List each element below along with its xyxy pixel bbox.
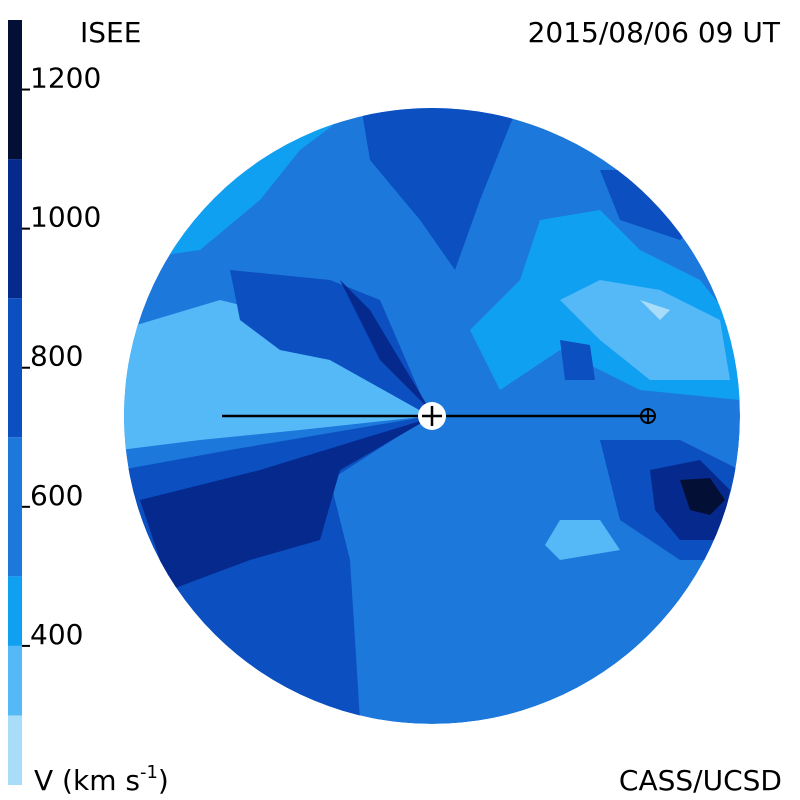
colorbar-band <box>8 159 22 299</box>
colorbar-band <box>8 20 22 160</box>
colorbar: 400 600 800 1000 1200 <box>8 20 101 785</box>
colorbar-band <box>8 715 22 785</box>
sun-cross <box>422 406 442 426</box>
colorbar-tick-label: 1200 <box>30 62 101 95</box>
credit-label: CASS/UCSD <box>619 764 782 797</box>
colorbar-band <box>8 437 22 577</box>
colorbar-label: V (km s-1) <box>34 762 169 797</box>
colorbar-tick-label: 800 <box>30 340 83 373</box>
colorbar-band <box>8 645 22 716</box>
date-label: 2015/08/06 09 UT <box>528 16 781 49</box>
colorbar-tick-label: 400 <box>30 618 83 651</box>
earth-cross <box>641 409 655 423</box>
observatory-label: ISEE <box>80 16 141 49</box>
colorbar-band <box>8 576 22 646</box>
colorbar-tick-label: 600 <box>30 479 83 512</box>
colorbar-tick-label: 1000 <box>30 201 101 234</box>
colorbar-band <box>8 298 22 438</box>
